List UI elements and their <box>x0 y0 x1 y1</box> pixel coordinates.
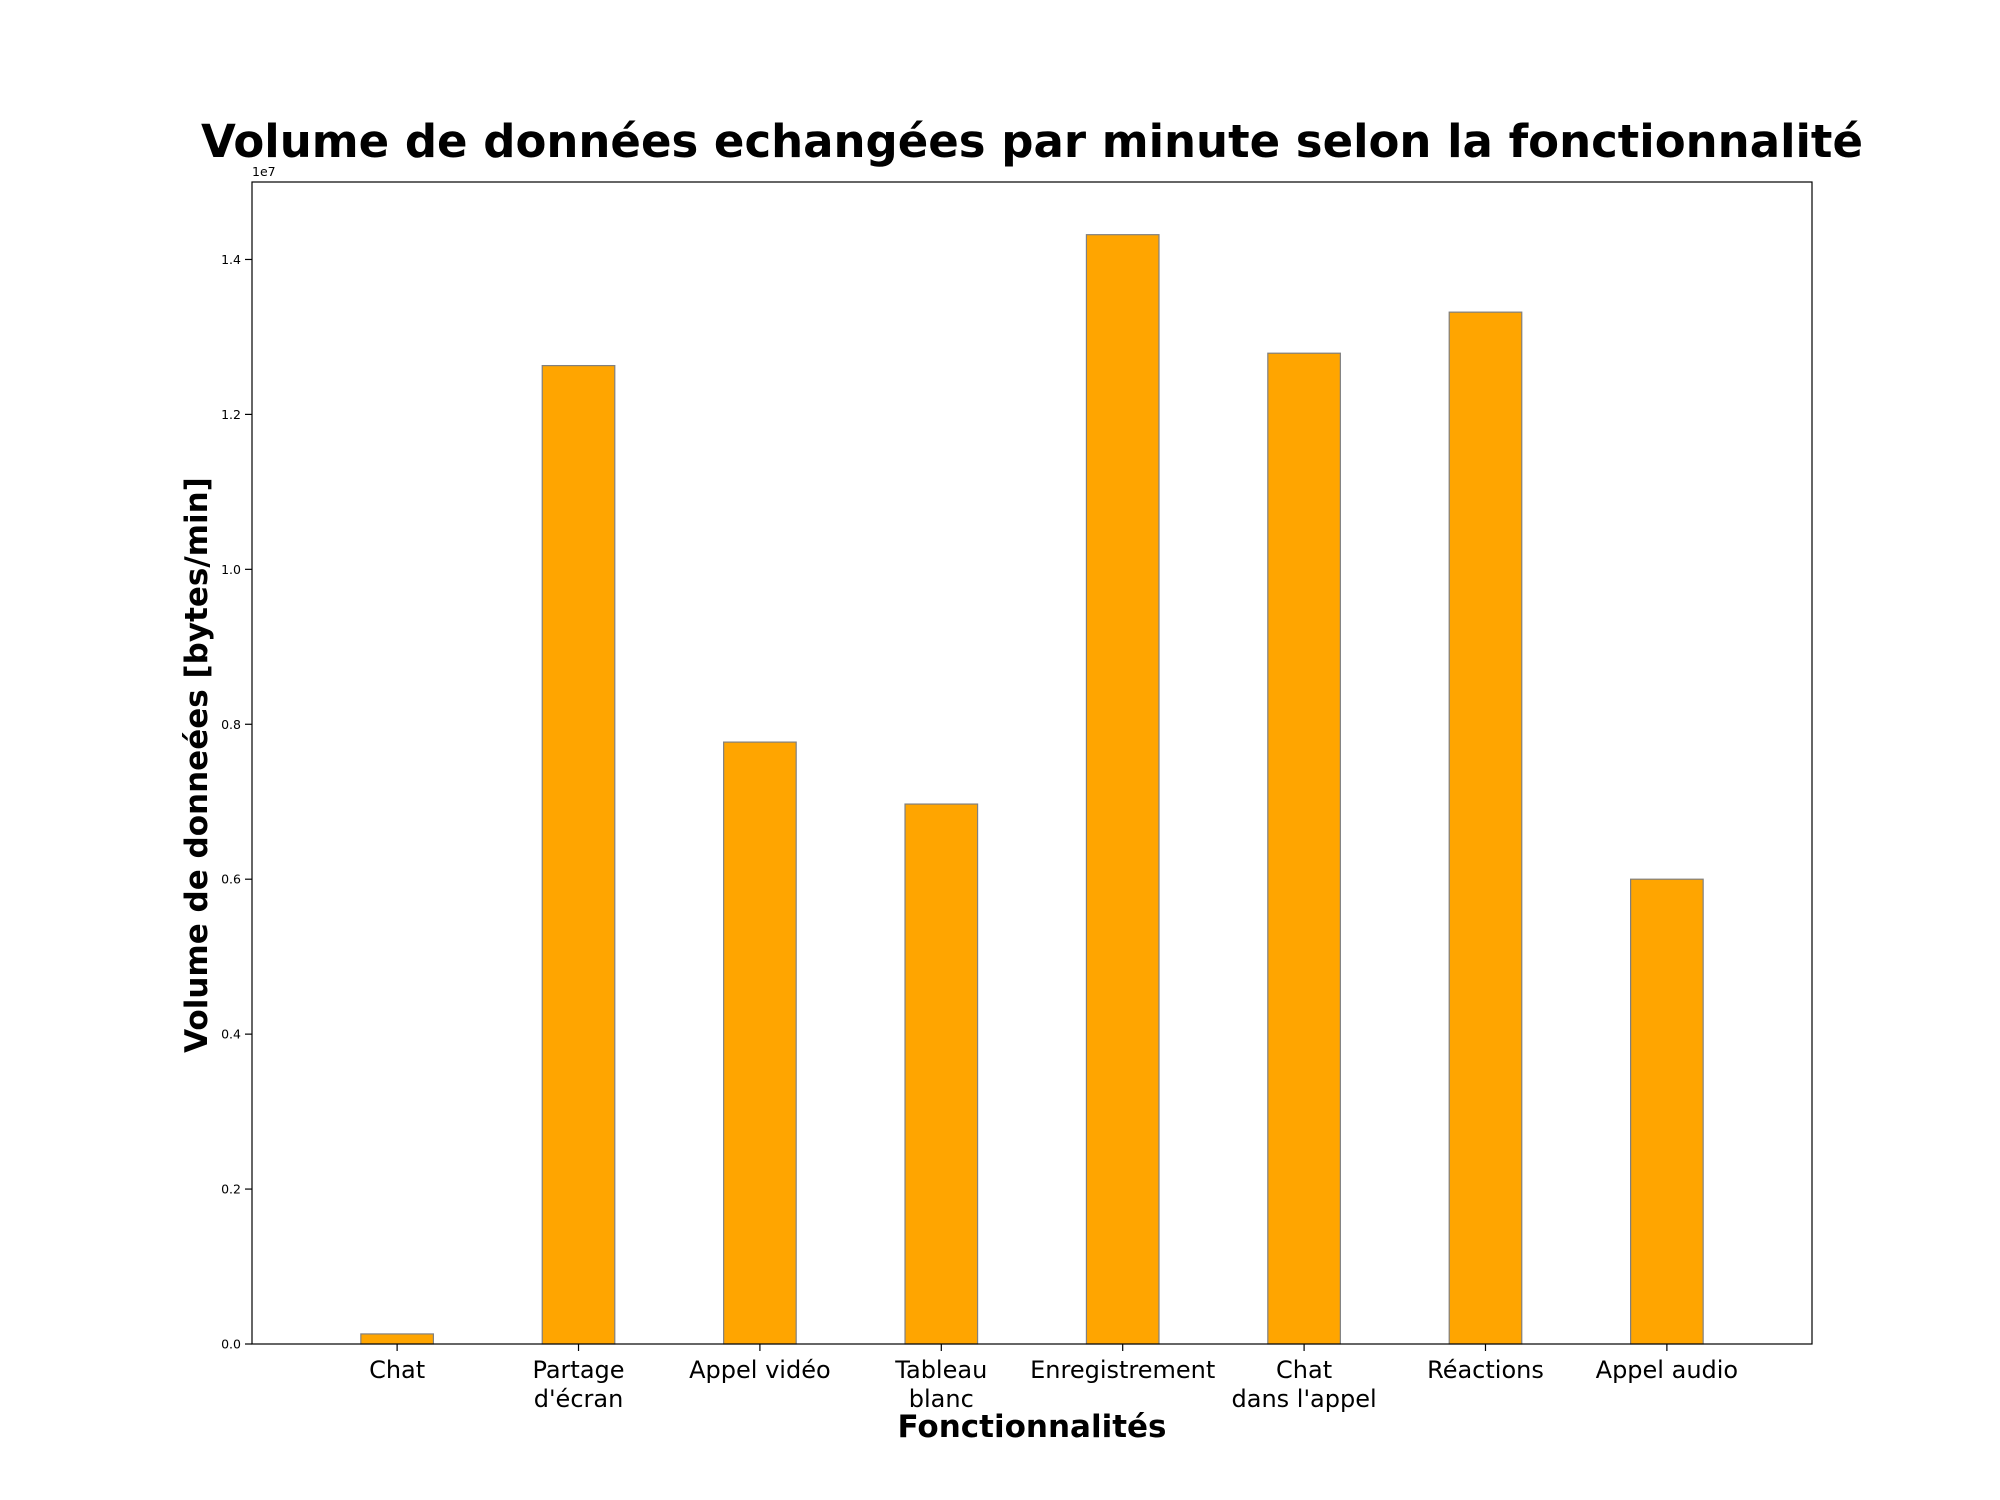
chart-title: Volume de données echangées par minute s… <box>201 115 1863 168</box>
bar <box>904 803 979 1345</box>
bar <box>1267 352 1341 1345</box>
bar <box>360 1333 434 1345</box>
y-tick-label: 1.4 <box>221 252 241 267</box>
x-tick-label: Enregistrement <box>1030 1356 1215 1384</box>
x-axis-label: Fonctionnalités <box>897 1409 1166 1445</box>
x-axis: Chat Partage d'écran Appel vidéo Tableau blan… <box>369 1344 1738 1413</box>
x-tick-label: Tableau blanc <box>894 1356 987 1413</box>
y-tick-label: 1.2 <box>221 407 241 422</box>
bar <box>1630 878 1704 1345</box>
y-tick-label: 0.8 <box>221 717 241 732</box>
y-tick-label: 0.4 <box>221 1027 241 1042</box>
x-tick-label: Réactions <box>1427 1356 1544 1384</box>
x-tick-label: Appel vidéo <box>689 1356 831 1384</box>
y-tick-label: 1.0 <box>221 562 241 577</box>
bars-group <box>360 234 1704 1345</box>
bar <box>541 364 616 1345</box>
y-tick-label: 0.2 <box>221 1182 241 1197</box>
y-axis: 0.0 0.2 0.4 0.6 0.8 1.0 1.2 1.4 <box>221 252 252 1352</box>
plot-area-frame <box>251 181 1813 1345</box>
bar <box>1448 311 1523 1345</box>
x-tick-label: Appel audio <box>1596 1356 1738 1384</box>
y-axis-label: Volume de donneées [bytes/min] <box>179 477 215 1053</box>
bar <box>1085 234 1160 1345</box>
y-axis-offset-text: 1e7 <box>252 164 276 179</box>
y-tick-label: 0.6 <box>221 872 241 887</box>
x-tick-label: Partage d'écran <box>532 1356 624 1413</box>
bar <box>723 741 797 1345</box>
x-tick-label: Chat <box>369 1356 425 1384</box>
x-tick-label: Chat dans l'appel <box>1232 1356 1377 1413</box>
y-tick-label: 0.0 <box>221 1337 241 1352</box>
